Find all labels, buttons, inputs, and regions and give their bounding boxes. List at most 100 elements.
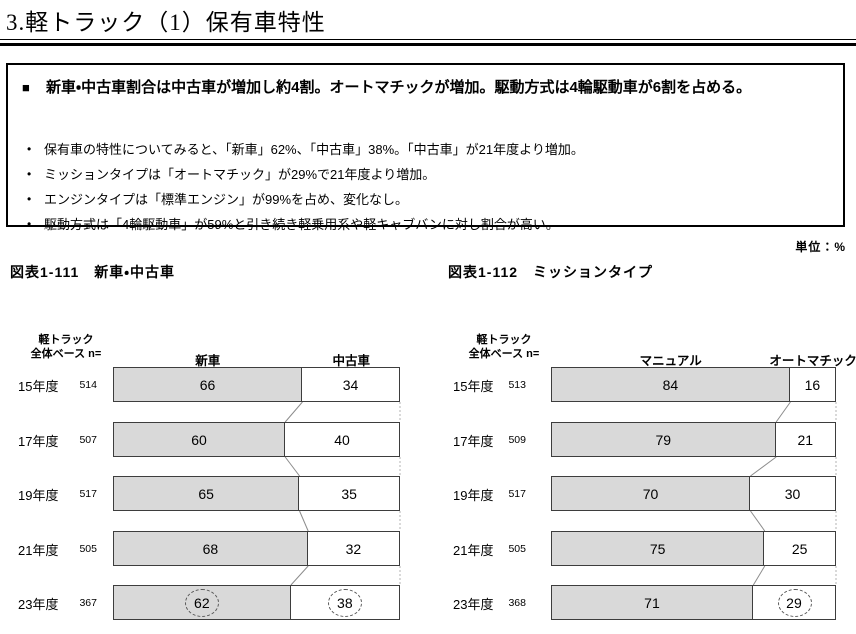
chart-base-label-line: 全体ベース n= [30,348,102,360]
summary-headline-text: 新車・中古車割合は中古車が増加し約4割。オートマチックが増加。駆動方式は4輪駆動… [46,79,752,96]
summary-bullet-list: 保有車の特性についてみると、「新車」62%、「中古車」38%。「中古車」が21年… [20,137,584,237]
bar-row: 68 32 [113,531,400,566]
summary-bullet: ミッションタイプは「オートマチック」が29%で21年度より増加。 [20,162,584,187]
bar-segment-マニュアル: 70 [552,477,751,510]
n-value: 507 [79,434,97,446]
year-label: 21年度 [18,543,59,558]
emphasis-circle [328,588,363,617]
column-header-segment0: マニュアル [639,354,702,368]
bar-value: 75 [649,540,666,557]
n-value: 509 [508,434,526,446]
bar-segment-オートマチック: 25 [764,532,835,565]
bar-value: 35 [341,485,357,502]
n-value: 367 [79,597,97,609]
segment-boundary-connector [775,401,791,423]
year-label: 23年度 [18,597,59,612]
page-title: 3.軽トラック（1）保有車特性 [6,10,326,35]
bar-value: 25 [791,540,808,557]
bar-segment-中古車: 32 [307,532,399,565]
n-value: 514 [79,379,97,391]
n-value: 505 [79,543,97,555]
bar-segment-マニュアル: 79 [552,423,776,456]
bar-value: 68 [202,540,219,557]
column-header-segment0: 新車 [195,354,221,368]
bar-row: 65 35 [113,476,400,511]
bar-value: 34 [342,376,359,393]
bar-row: 75 25 [551,531,836,566]
chart-title: 図表1-111 新車・中古車 [10,264,176,280]
square-bullet-icon: ■ [22,80,30,95]
column-header-segment1: オートマチック [769,354,856,368]
n-value: 513 [508,379,526,391]
bar-value: 71 [644,594,660,611]
bar-value: 70 [642,485,659,502]
chart-base-label-line: 軽トラック [38,334,94,346]
bar-segment-オートマチック: 16 [789,368,835,401]
summary-bullet: 駆動方式は「4輪駆動車」が59%と引き続き軽乗用系や軽キャブバンに対し割合が高い… [20,212,584,237]
summary-bullet: 保有車の特性についてみると、「新車」62%、「中古車」38%。「中古車」が21年… [20,137,584,162]
n-value: 505 [508,543,526,555]
bar-value: 66 [199,376,216,393]
column-header-segment1: 中古車 [332,354,370,368]
chart-title: 図表1-112 ミッションタイプ [448,264,654,280]
segment-boundary-connector [284,401,303,423]
bar-segment-中古車: 35 [299,477,399,510]
bar-value: 79 [655,431,672,448]
year-label: 15年度 [453,379,494,394]
bar-segment-マニュアル: 75 [552,532,765,565]
charts-region: 図表1-111 新車・中古車軽トラック全体ベース n= 新車 中古車 15年度 514 6… [0,255,856,634]
bar-segment-マニュアル: 71 [552,586,753,619]
bar-segment-新車: 66 [114,368,303,401]
year-label: 23年度 [453,597,494,612]
bar-segment-新車: 68 [114,532,308,565]
bar-segment-オートマチック: 21 [775,423,835,456]
chart-base-label: 軽トラック全体ベース n= [0,333,141,361]
bar-segment-新車: 65 [114,477,300,510]
segment-boundary-connector [290,565,309,586]
bar-segment-オートマチック: 30 [750,477,835,510]
bar-segment-中古車: 40 [285,423,399,456]
bar-row: 84 16 [551,367,836,402]
bar-segment-新車: 60 [114,423,285,456]
chart-base-label-line: 軽トラック [476,334,532,346]
bar-row: 71 29 [551,585,836,620]
n-value: 517 [508,488,526,500]
bar-row: 70 30 [551,476,836,511]
summary-bullet: エンジンタイプは「標準エンジン」が99%を占め、変化なし。 [20,187,584,212]
n-value: 368 [508,597,526,609]
year-label: 17年度 [18,434,59,449]
bar-segment-マニュアル: 84 [552,368,790,401]
bar-row: 66 34 [113,367,400,402]
summary-box: ■ 新車・中古車割合は中古車が増加し約4割。オートマチックが増加。駆動方式は4輪駆… [6,63,845,237]
year-label: 19年度 [18,488,59,503]
title-rule-thin [0,39,856,40]
segment-boundary-connector [284,456,300,477]
bar-value: 40 [334,431,350,448]
n-value: 517 [79,488,97,500]
bar-value: 21 [797,431,814,448]
bar-value: 60 [191,431,207,448]
chart-base-label: 軽トラック全体ベース n= [429,333,579,361]
year-label: 21年度 [453,543,494,558]
segment-boundary-connector [299,510,309,532]
year-label: 15年度 [18,379,59,394]
bar-value: 84 [662,376,679,393]
summary-headline: ■ 新車・中古車割合は中古車が増加し約4割。オートマチックが増加。駆動方式は4輪駆… [20,75,825,100]
bar-value: 16 [804,376,821,393]
bar-segment-中古車: 34 [302,368,399,401]
unit-label: 単位：% [795,240,846,254]
segment-boundary-connector [752,565,766,586]
bar-value: 32 [345,540,362,557]
year-label: 19年度 [453,488,494,503]
emphasis-circle [184,588,219,617]
emphasis-circle [777,588,812,617]
chart-base-label-line: 全体ベース n= [468,348,540,360]
segment-boundary-connector [750,510,766,532]
bar-value: 30 [784,485,801,502]
title-rule-thick [0,43,856,46]
bar-value: 65 [198,485,214,502]
bar-row: 60 40 [113,422,400,457]
segment-boundary-connector [750,456,777,477]
year-label: 17年度 [453,434,494,449]
